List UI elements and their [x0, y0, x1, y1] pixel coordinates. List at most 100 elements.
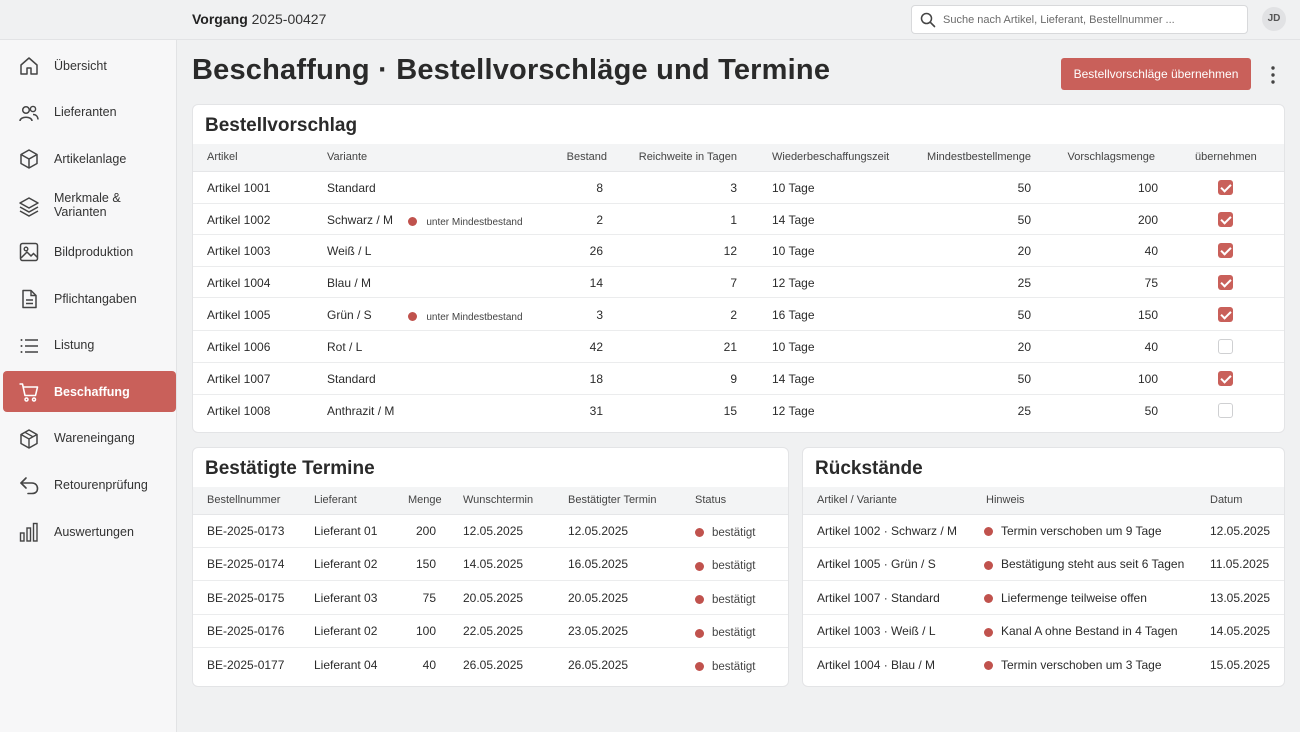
accept-checkbox[interactable]: [1218, 180, 1233, 195]
menge-cell: 100: [415, 624, 436, 639]
accept-checkbox[interactable]: [1218, 403, 1233, 418]
datum-cell: 15.05.2025: [1210, 657, 1271, 672]
image-icon: [19, 243, 39, 262]
status-dot: [695, 661, 704, 671]
col-reichweite: Reichweite in Tagen: [638, 151, 737, 163]
accept-checkbox[interactable]: [1218, 243, 1233, 258]
breadcrumb-label: Vorgang: [192, 11, 248, 27]
table-row: Artikel 1004 Blau / M 14 7 12 Tage 25 75: [193, 267, 1284, 298]
sidebar-item-artikelanlage[interactable]: Artikelanlage: [3, 138, 176, 179]
mindest-cell: 50: [1017, 181, 1031, 195]
col-datum: Datum: [1210, 494, 1243, 506]
avatar[interactable]: JD: [1262, 7, 1286, 31]
sidebar-item-label: Lieferanten: [54, 105, 117, 120]
vorschlag-cell: 40: [1144, 244, 1158, 258]
sidebar-item-label: Pflichtangaben: [54, 291, 137, 306]
artikel-cell: Artikel 1006: [207, 340, 271, 354]
search-input[interactable]: [943, 10, 1238, 30]
accept-checkbox[interactable]: [1218, 339, 1233, 354]
accept-checkbox[interactable]: [1218, 212, 1233, 227]
accept-checkbox[interactable]: [1218, 275, 1233, 290]
hinweis-cell: Termin verschoben um 3 Tage: [984, 658, 1162, 672]
warning-hint: unter Mindestbestand: [408, 214, 523, 228]
sidebar-item-label: Wareneingang: [54, 431, 135, 446]
table-row: BE-2025-0176 Lieferant 02 100 22.05.2025 23.…: [193, 615, 788, 649]
bestellnummer-cell[interactable]: BE-2025-0177: [207, 657, 285, 672]
variante-cell: Weiß / L: [327, 244, 372, 258]
hinweis-label: Termin verschoben um 9 Tage: [1001, 524, 1162, 538]
accept-checkbox[interactable]: [1218, 307, 1233, 322]
status-badge: bestätigt: [695, 558, 755, 572]
users-icon: [19, 105, 39, 121]
proposals-table-header: Artikel Variante Bestand Reichweite in T…: [193, 144, 1284, 172]
sidebar-item-pflichtangaben[interactable]: Pflichtangaben: [3, 278, 176, 319]
vorschlag-cell: 50: [1144, 404, 1158, 418]
col-wbz: Wiederbeschaffungszeit: [772, 151, 890, 163]
vorschlag-cell: 100: [1137, 181, 1158, 195]
search-box[interactable]: [911, 5, 1248, 34]
mindest-cell: 25: [1017, 276, 1031, 290]
bestellnummer-cell[interactable]: BE-2025-0173: [207, 524, 285, 538]
sidebar-item-beschaffung[interactable]: Beschaffung: [3, 371, 176, 413]
bestaetigter-termin-cell: 20.05.2025: [568, 590, 629, 605]
menge-cell: 40: [422, 657, 436, 672]
status-label: bestätigt: [712, 527, 756, 539]
sidebar-item-auswertungen[interactable]: Auswertungen: [3, 511, 176, 552]
vorschlag-cell: 75: [1144, 276, 1158, 290]
sidebar-item-übersicht[interactable]: Übersicht: [3, 45, 176, 86]
sidebar-item-listung[interactable]: Listung: [3, 325, 176, 366]
return-icon: [20, 477, 39, 495]
bestand-cell: 8: [596, 181, 603, 195]
datum-cell: 13.05.2025: [1210, 590, 1271, 605]
sidebar-item-wareneingang[interactable]: Wareneingang: [3, 418, 176, 459]
bestellnummer-cell[interactable]: BE-2025-0174: [207, 557, 285, 572]
layers-icon: [19, 197, 39, 217]
artikel-variante-cell: Artikel 1007 · Standard: [817, 590, 940, 605]
datum-cell: 14.05.2025: [1210, 624, 1271, 639]
sidebar-item-merkmale-varianten[interactable]: Merkmale & Varianten: [3, 185, 176, 226]
confirmed-table-header: Bestellnummer Lieferant Menge Wunschterm…: [193, 487, 788, 515]
sidebar-item-retourenprüfung[interactable]: Retourenprüfung: [3, 464, 176, 505]
reichweite-cell: 2: [730, 308, 737, 322]
table-row: Artikel 1005 Grün / S unter Mindestbestan…: [193, 298, 1284, 331]
wbz-cell: 14 Tage: [772, 213, 815, 227]
document-icon: [22, 289, 37, 309]
menge-cell: 150: [415, 557, 436, 572]
hinweis-label: Termin verschoben um 3 Tage: [1001, 657, 1162, 672]
bestellnummer-cell[interactable]: BE-2025-0175: [207, 590, 285, 605]
hinweis-dot: [984, 527, 993, 537]
hinweis-dot: [984, 560, 993, 570]
breadcrumb-value: 2025-00427: [251, 11, 327, 27]
more-options-icon[interactable]: [1264, 64, 1282, 86]
warning-hint-label: unter Mindestbestand: [426, 312, 523, 323]
mindest-cell: 50: [1017, 372, 1031, 386]
datum-cell: 12.05.2025: [1210, 524, 1271, 538]
artikel-cell: Artikel 1007: [207, 372, 271, 386]
mindest-cell: 20: [1017, 244, 1031, 258]
accept-proposals-button[interactable]: Bestellvorschläge übernehmen: [1061, 58, 1251, 90]
wbz-cell: 10 Tage: [772, 181, 815, 195]
col-variante: Variante: [327, 151, 368, 163]
table-row: BE-2025-0177 Lieferant 04 40 26.05.2025 26.0…: [193, 649, 788, 682]
menge-cell: 200: [415, 524, 436, 538]
accept-checkbox[interactable]: [1218, 371, 1233, 386]
package-icon: [20, 429, 38, 449]
artikel-variante-cell: Artikel 1004 · Blau / M: [817, 657, 936, 672]
wunschtermin-cell: 12.05.2025: [463, 524, 524, 538]
hinweis-cell: Kanal A ohne Bestand in 4 Tagen: [984, 624, 1178, 638]
sidebar-item-lieferanten[interactable]: Lieferanten: [3, 92, 176, 133]
sidebar-item-label: Auswertungen: [54, 524, 134, 539]
sidebar-item-bildproduktion[interactable]: Bildproduktion: [3, 231, 176, 272]
hinweis-cell: Liefermenge teilweise offen: [984, 591, 1147, 605]
bestellnummer-cell[interactable]: BE-2025-0176: [207, 624, 285, 639]
warning-hint: unter Mindestbestand: [408, 309, 523, 323]
bestand-cell: 14: [589, 276, 603, 290]
bestaetigter-termin-cell: 26.05.2025: [568, 657, 629, 672]
col-menge: Menge: [408, 494, 442, 506]
wbz-cell: 10 Tage: [772, 340, 815, 354]
breadcrumb: Vorgang 2025-00427: [192, 11, 326, 27]
table-row: Artikel 1007 Standard 18 9 14 Tage 50 100: [193, 363, 1284, 395]
confirmed-title: Bestätigte Termine: [205, 458, 375, 479]
top-bar: Vorgang 2025-00427 JD: [0, 0, 1300, 40]
artikel-variante-cell: Artikel 1003 · Weiß / L: [817, 624, 936, 639]
